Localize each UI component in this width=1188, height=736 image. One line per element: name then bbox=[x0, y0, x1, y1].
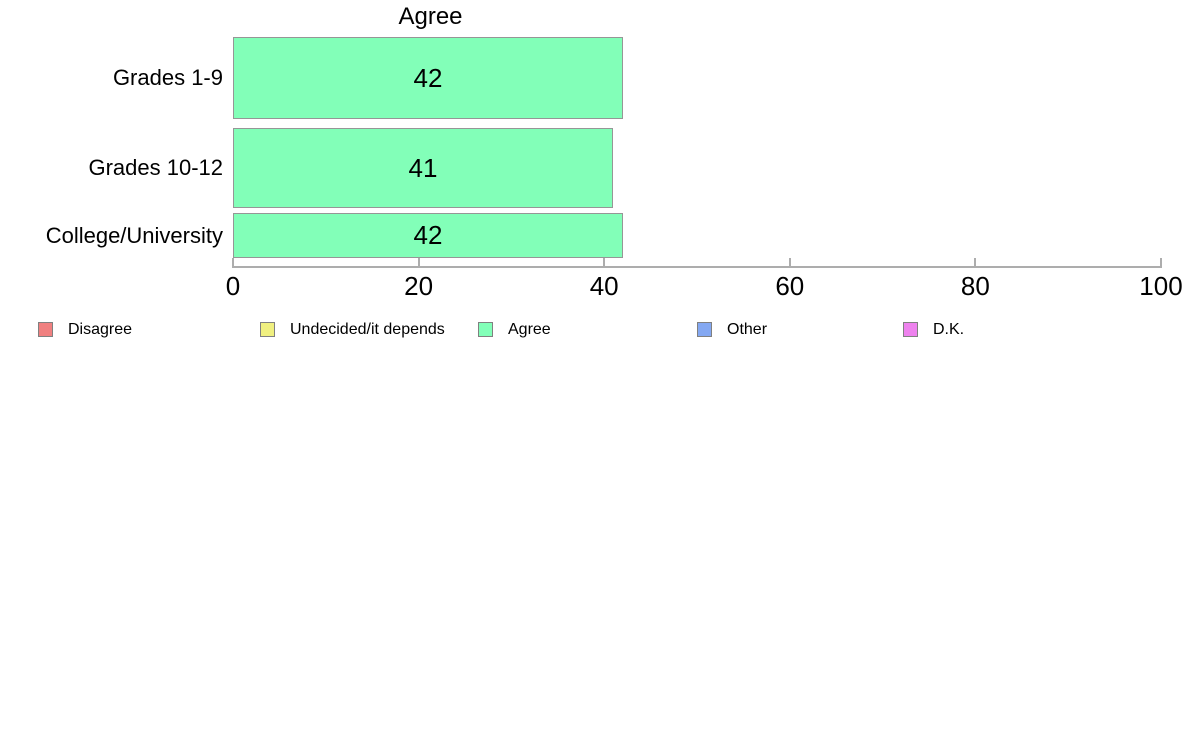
x-tick-label: 20 bbox=[404, 271, 434, 301]
x-tick-mark bbox=[232, 258, 234, 268]
category-label: College/University bbox=[45, 223, 223, 248]
bar-value-label: 41 bbox=[408, 152, 438, 183]
legend-label: Undecided/it depends bbox=[290, 321, 445, 338]
bar-value-label: 42 bbox=[413, 62, 443, 93]
legend-swatch-agree bbox=[478, 322, 493, 337]
x-tick-mark bbox=[1160, 258, 1162, 268]
x-tick-label: 40 bbox=[589, 271, 619, 301]
legend-swatch-undecided-it-depends bbox=[260, 322, 275, 337]
x-tick-mark bbox=[603, 258, 606, 268]
bar-value-label: 42 bbox=[413, 220, 443, 250]
x-tick-label: 60 bbox=[775, 271, 805, 301]
x-tick-mark bbox=[974, 258, 977, 268]
category-label: Grades 1-9 bbox=[112, 65, 223, 90]
legend-swatch-disagree bbox=[38, 322, 53, 337]
legend-label: D.K. bbox=[933, 321, 965, 338]
x-tick-label: 100 bbox=[1139, 271, 1183, 301]
legend-label: Agree bbox=[508, 321, 551, 338]
x-tick-label: 0 bbox=[225, 271, 241, 301]
bar-0: 42 bbox=[233, 37, 623, 119]
bar-1: 41 bbox=[233, 128, 613, 208]
x-axis-line bbox=[233, 266, 1161, 268]
chart-title: Agree bbox=[398, 3, 463, 30]
x-tick-mark bbox=[417, 258, 420, 268]
x-tick-mark bbox=[788, 258, 791, 268]
bar-2: 42 bbox=[233, 213, 623, 258]
category-label: Grades 10-12 bbox=[88, 155, 223, 180]
legend-swatch-other bbox=[697, 322, 712, 337]
legend-label: Other bbox=[727, 321, 768, 338]
legend-label: Disagree bbox=[68, 321, 133, 338]
x-tick-label: 80 bbox=[960, 271, 990, 301]
legend-swatch-d-k- bbox=[903, 322, 918, 337]
